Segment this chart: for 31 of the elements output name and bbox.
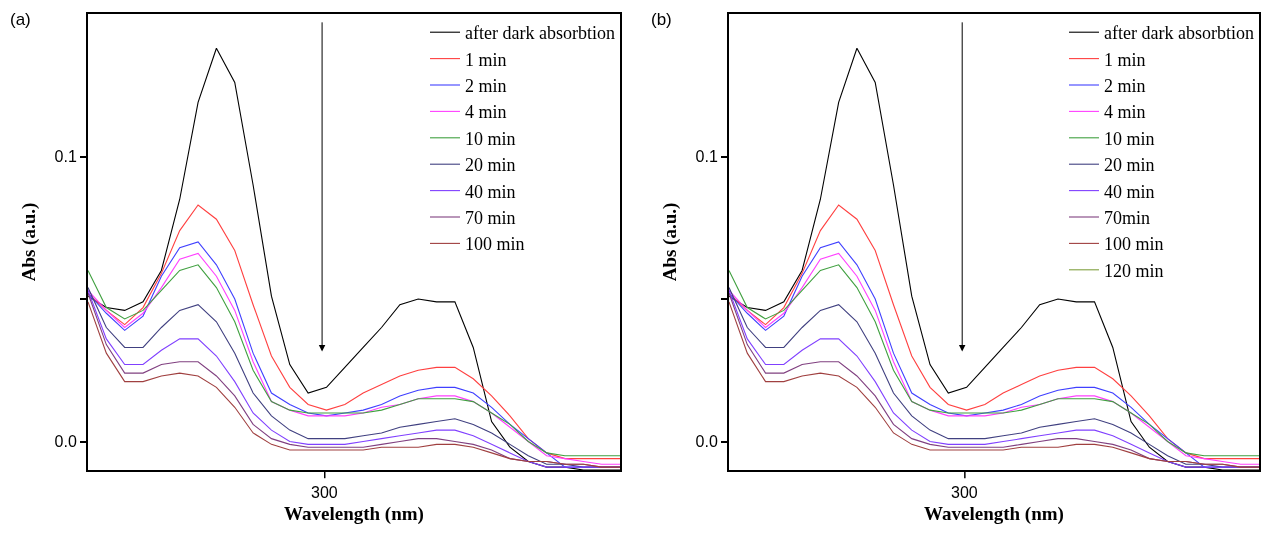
- legend-label: 100 min: [465, 234, 525, 255]
- legend-label: 70min: [1104, 208, 1151, 229]
- text: 300: [951, 484, 978, 501]
- chart-title: (a): [10, 10, 31, 29]
- legend-label: 2 min: [1104, 76, 1146, 97]
- legend-label: 4 min: [1104, 102, 1146, 123]
- legend-label: 70 min: [465, 208, 516, 229]
- legend-label: 20 min: [465, 155, 516, 176]
- text: 300: [311, 484, 338, 501]
- chart-title: (b): [651, 10, 672, 29]
- y-tick-label: 0.1: [695, 148, 718, 166]
- legend-label: 1 min: [465, 49, 507, 70]
- legend-label: 120 min: [1104, 260, 1164, 281]
- legend-label: 4 min: [465, 102, 507, 123]
- legend-label: 40 min: [1104, 181, 1155, 202]
- legend-label: 1 min: [1104, 49, 1146, 70]
- x-axis-title: Wavelength (nm): [924, 503, 1064, 526]
- y-tick-label: 0.0: [54, 433, 77, 451]
- y-tick-label: 0.0: [695, 433, 718, 451]
- y-tick-label: 0.1: [54, 148, 77, 166]
- legend-label: 10 min: [1104, 128, 1155, 149]
- y-axis-title: Abs (a.u.): [658, 202, 681, 282]
- legend-label: after dark absorbtion: [465, 23, 615, 44]
- legend-label: 2 min: [465, 76, 507, 97]
- legend-label: 100 min: [1104, 234, 1164, 255]
- legend-label: after dark absorbtion: [1104, 23, 1254, 44]
- x-axis-title: Wavelength (nm): [284, 503, 424, 526]
- y-axis-title: Abs (a.u.): [17, 202, 40, 282]
- legend-label: 10 min: [465, 128, 516, 149]
- legend-label: 40 min: [465, 181, 516, 202]
- legend-label: 20 min: [1104, 155, 1155, 176]
